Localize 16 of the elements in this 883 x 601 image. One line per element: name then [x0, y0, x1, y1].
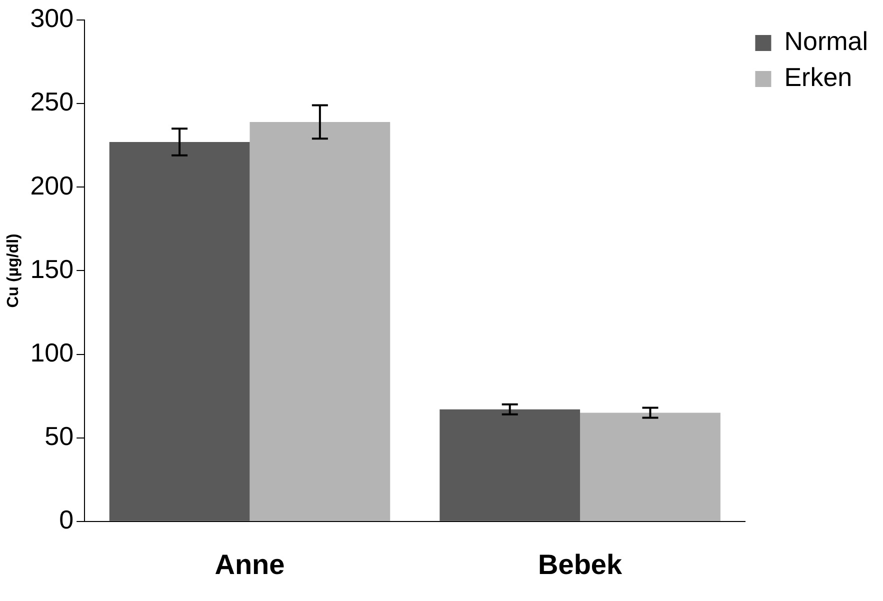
y-tick-label: 200: [30, 170, 74, 200]
legend-label: Normal: [784, 26, 868, 56]
x-tick-label: Bebek: [538, 548, 622, 580]
y-axis-title: Cu (µg/dl): [5, 234, 22, 308]
bar: [440, 409, 580, 521]
bar: [580, 412, 720, 521]
legend-label: Erken: [784, 62, 852, 92]
y-tick-label: 0: [59, 504, 74, 535]
y-tick-label: 250: [30, 86, 74, 117]
bar: [109, 142, 250, 521]
y-tick-label: 50: [44, 421, 74, 452]
x-tick-label: Anne: [214, 548, 285, 580]
y-tick-label: 100: [30, 337, 74, 368]
y-tick-label: 300: [30, 3, 74, 34]
bar: [250, 122, 390, 521]
y-tick-label: 150: [30, 254, 74, 284]
